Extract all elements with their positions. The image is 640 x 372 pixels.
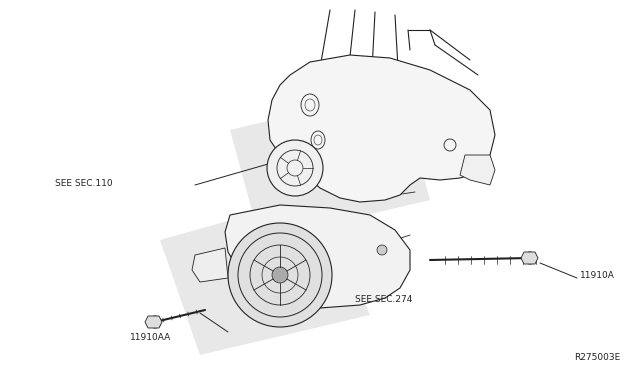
Polygon shape: [521, 252, 538, 264]
Text: SEE SEC.274: SEE SEC.274: [355, 295, 412, 305]
Polygon shape: [268, 55, 495, 202]
Polygon shape: [225, 205, 410, 308]
Text: R275003E: R275003E: [573, 353, 620, 362]
Polygon shape: [145, 316, 162, 328]
Polygon shape: [460, 155, 495, 185]
Circle shape: [267, 140, 323, 196]
Text: SEE SEC.110: SEE SEC.110: [55, 179, 113, 187]
Circle shape: [149, 316, 161, 328]
Polygon shape: [192, 248, 228, 282]
Circle shape: [228, 223, 332, 327]
Polygon shape: [230, 90, 430, 240]
Text: 11910AA: 11910AA: [130, 334, 172, 343]
Circle shape: [377, 245, 387, 255]
Circle shape: [272, 267, 288, 283]
Polygon shape: [160, 195, 370, 355]
Text: 11910A: 11910A: [580, 272, 615, 280]
Circle shape: [524, 252, 536, 264]
